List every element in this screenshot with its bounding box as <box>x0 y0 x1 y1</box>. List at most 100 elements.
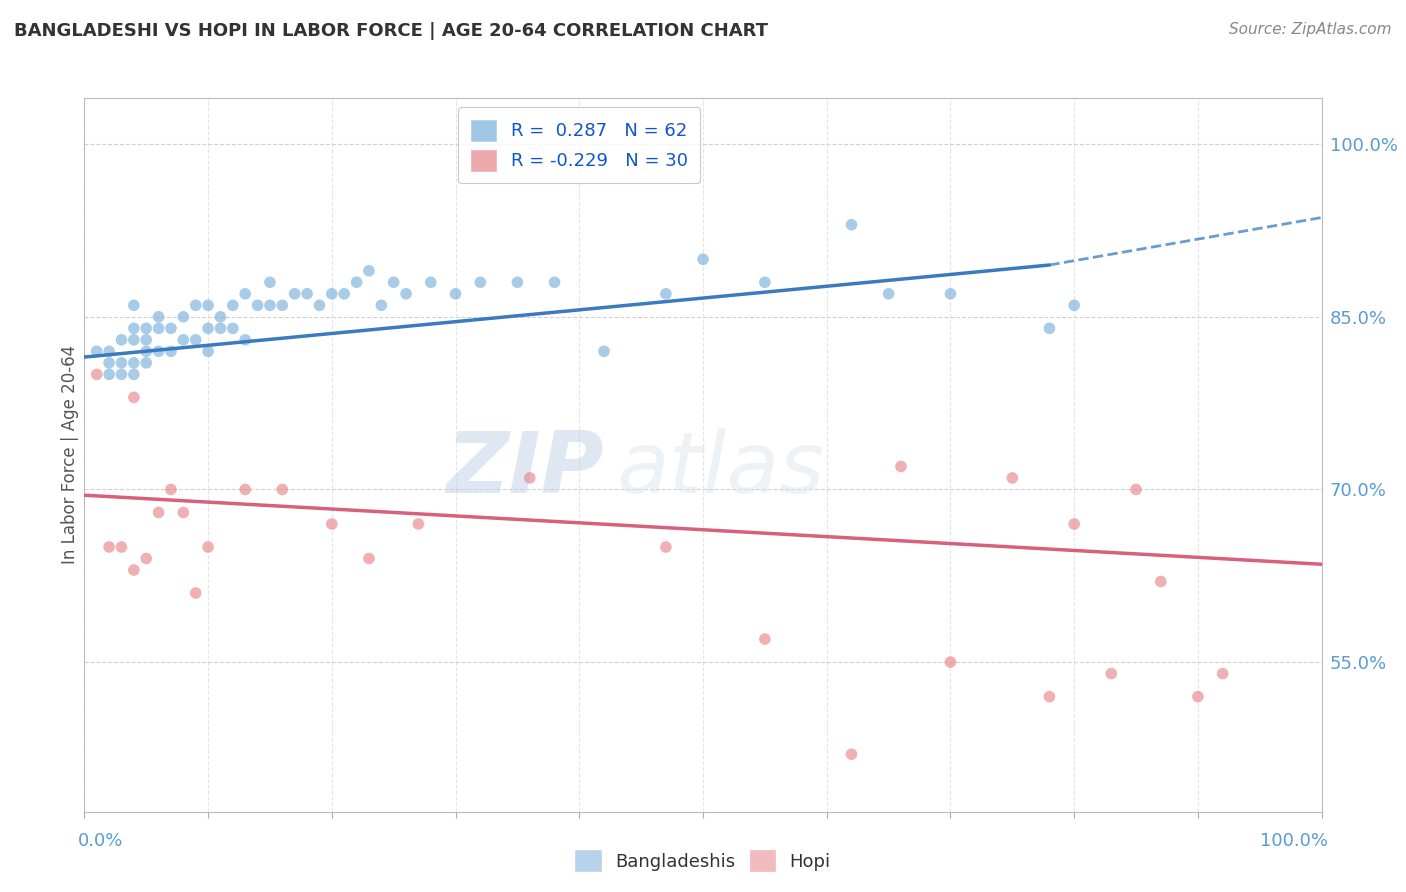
Point <box>197 321 219 335</box>
Point <box>160 344 183 359</box>
Point <box>841 218 863 232</box>
Point <box>135 344 157 359</box>
Point <box>1125 483 1147 497</box>
Point <box>122 368 145 382</box>
Point <box>259 275 281 289</box>
Point <box>841 747 863 761</box>
Point <box>593 344 616 359</box>
Point <box>172 310 194 324</box>
Point <box>271 483 294 497</box>
Point <box>519 471 541 485</box>
Point <box>110 540 132 554</box>
Point <box>655 540 678 554</box>
Point <box>321 286 343 301</box>
Point <box>122 298 145 312</box>
Y-axis label: In Labor Force | Age 20-64: In Labor Force | Age 20-64 <box>62 345 80 565</box>
Point <box>122 563 145 577</box>
Legend: R =  0.287   N = 62, R = -0.229   N = 30: R = 0.287 N = 62, R = -0.229 N = 30 <box>458 107 700 183</box>
Point <box>1063 516 1085 531</box>
Point <box>148 506 170 520</box>
Point <box>1038 690 1060 704</box>
Point <box>382 275 405 289</box>
Point <box>222 298 245 312</box>
Point <box>395 286 418 301</box>
Point <box>122 356 145 370</box>
Point <box>197 344 219 359</box>
Point <box>444 286 467 301</box>
Point <box>110 356 132 370</box>
Point <box>877 286 900 301</box>
Point <box>271 298 294 312</box>
Point <box>135 356 157 370</box>
Point <box>209 310 232 324</box>
Point <box>246 298 269 312</box>
Point <box>1063 298 1085 312</box>
Point <box>419 275 441 289</box>
Point <box>197 298 219 312</box>
Point <box>122 321 145 335</box>
Point <box>172 333 194 347</box>
Point <box>135 333 157 347</box>
Point <box>470 275 492 289</box>
Text: 0.0%: 0.0% <box>79 832 124 850</box>
Point <box>1001 471 1024 485</box>
Point <box>333 286 356 301</box>
Point <box>148 344 170 359</box>
Point <box>308 298 330 312</box>
Point <box>370 298 392 312</box>
Point <box>209 321 232 335</box>
Point <box>284 286 307 301</box>
Point <box>110 368 132 382</box>
Point <box>321 516 343 531</box>
Point <box>160 321 183 335</box>
Point <box>506 275 529 289</box>
Point <box>890 459 912 474</box>
Point <box>86 344 108 359</box>
Point <box>543 275 565 289</box>
Point <box>122 390 145 404</box>
Text: BANGLADESHI VS HOPI IN LABOR FORCE | AGE 20-64 CORRELATION CHART: BANGLADESHI VS HOPI IN LABOR FORCE | AGE… <box>14 22 768 40</box>
Point <box>110 333 132 347</box>
Point <box>148 310 170 324</box>
Point <box>1099 666 1122 681</box>
Point <box>86 368 108 382</box>
Point <box>259 298 281 312</box>
Point <box>184 586 207 600</box>
Point <box>135 551 157 566</box>
Legend: Bangladeshis, Hopi: Bangladeshis, Hopi <box>568 843 838 879</box>
Point <box>98 344 121 359</box>
Text: Source: ZipAtlas.com: Source: ZipAtlas.com <box>1229 22 1392 37</box>
Point <box>184 333 207 347</box>
Point <box>172 506 194 520</box>
Point <box>233 286 256 301</box>
Point <box>197 540 219 554</box>
Point <box>1038 321 1060 335</box>
Point <box>357 551 380 566</box>
Point <box>184 298 207 312</box>
Point <box>98 356 121 370</box>
Point <box>754 632 776 646</box>
Point <box>233 483 256 497</box>
Point <box>148 321 170 335</box>
Point <box>939 655 962 669</box>
Point <box>408 516 430 531</box>
Point <box>295 286 318 301</box>
Point <box>1187 690 1209 704</box>
Text: atlas: atlas <box>616 427 824 511</box>
Point <box>135 321 157 335</box>
Point <box>160 483 183 497</box>
Point <box>655 286 678 301</box>
Point <box>98 540 121 554</box>
Point <box>1150 574 1173 589</box>
Point <box>1212 666 1234 681</box>
Point <box>754 275 776 289</box>
Point <box>692 252 714 267</box>
Point <box>233 333 256 347</box>
Point <box>222 321 245 335</box>
Point <box>98 368 121 382</box>
Point <box>122 333 145 347</box>
Text: ZIP: ZIP <box>446 427 605 511</box>
Point <box>939 286 962 301</box>
Point <box>357 264 380 278</box>
Text: 100.0%: 100.0% <box>1260 832 1327 850</box>
